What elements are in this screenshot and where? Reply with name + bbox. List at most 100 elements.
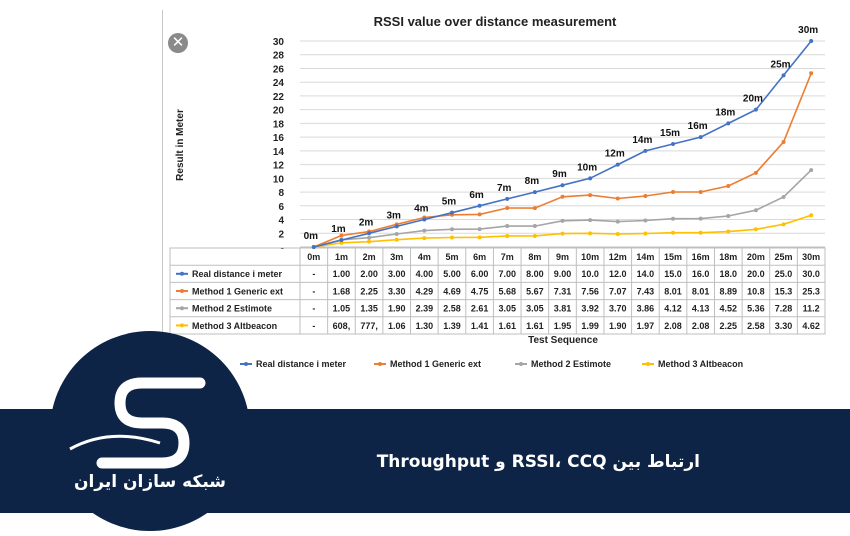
- x-tick-label: 0m: [307, 252, 320, 262]
- data-point: [781, 139, 786, 144]
- table-cell: 4.00: [416, 269, 434, 279]
- table-cell: 1.99: [581, 321, 599, 331]
- data-point: [505, 205, 510, 210]
- data-point: [726, 229, 731, 234]
- data-label: 16m: [688, 121, 708, 132]
- table-cell: 4.62: [802, 321, 820, 331]
- x-tick-label: 12m: [609, 252, 627, 262]
- table-cell: 2.25: [720, 321, 738, 331]
- table-cell: 7.00: [498, 269, 516, 279]
- data-point: [449, 210, 454, 215]
- data-point: [560, 183, 565, 188]
- table-cell: 3.86: [637, 304, 655, 314]
- data-point: [477, 203, 482, 208]
- data-point: [532, 206, 537, 211]
- data-point: [505, 224, 510, 229]
- table-cell: 12.0: [609, 269, 627, 279]
- data-point: [671, 142, 676, 146]
- data-point: [505, 233, 510, 238]
- data-point: [643, 218, 648, 223]
- table-cell: 1.05: [333, 304, 351, 314]
- table-legend-marker: [180, 271, 184, 276]
- x-tick-label: 3m: [390, 252, 403, 262]
- chart-title: RSSI value over distance measurement: [374, 14, 617, 29]
- data-point: [698, 135, 703, 140]
- table-cell: 1.68: [333, 286, 351, 296]
- table-cell: 7.56: [581, 286, 599, 296]
- table-cell: 1.97: [637, 321, 655, 331]
- data-label: 7m: [497, 183, 512, 194]
- data-point: [698, 189, 703, 194]
- data-point: [671, 189, 676, 194]
- table-cell: 20.0: [747, 269, 765, 279]
- data-label: 20m: [743, 94, 763, 105]
- table-legend-marker: [180, 289, 184, 293]
- data-label: 9m: [552, 169, 567, 180]
- table-legend-marker: [180, 306, 184, 311]
- data-point: [615, 219, 620, 224]
- table-cell: 5.00: [443, 269, 461, 279]
- logo-text: شبکه سازان ایران: [73, 472, 227, 492]
- table-cell: 9.00: [554, 269, 572, 279]
- data-label: 2m: [359, 217, 374, 228]
- table-cell: 15.0: [664, 269, 682, 279]
- table-cell: 25.3: [802, 286, 820, 296]
- data-point: [367, 235, 372, 240]
- data-point: [809, 39, 814, 43]
- logo-s-icon: [69, 377, 206, 469]
- table-cell: 4.13: [692, 304, 710, 314]
- table-cell: 10.0: [581, 269, 599, 279]
- data-point: [726, 213, 731, 218]
- data-label: 18m: [715, 107, 735, 118]
- table-cell: 2.39: [416, 304, 434, 314]
- data-point: [726, 121, 731, 126]
- data-point: [809, 168, 814, 173]
- data-point: [422, 228, 427, 233]
- data-label: 12m: [605, 149, 625, 160]
- data-label: 4m: [414, 204, 429, 215]
- table-cell: 25.0: [775, 269, 793, 279]
- data-point: [753, 170, 758, 175]
- table-cell: 4.12: [664, 304, 682, 314]
- table-cell: 777,: [360, 321, 378, 331]
- data-label: 15m: [660, 128, 680, 139]
- table-cell: 1.00: [333, 269, 351, 279]
- y-tick-label: 18: [273, 119, 285, 130]
- table-cell: 15.3: [775, 286, 793, 296]
- table-series-name: Method 3 Altbeacon: [192, 321, 277, 331]
- x-tick-label: 1m: [335, 252, 348, 262]
- table-cell: 8.00: [526, 269, 544, 279]
- table-cell: 5.68: [498, 286, 516, 296]
- y-tick-label: 26: [273, 64, 285, 75]
- table-cell: 1.90: [388, 304, 406, 314]
- y-tick-label: 24: [273, 78, 285, 89]
- data-point: [560, 194, 565, 199]
- y-tick-label: 4: [278, 216, 284, 227]
- data-point: [781, 222, 786, 227]
- data-point: [339, 238, 344, 243]
- rssi-chart: RSSI value over distance measurement Res…: [169, 14, 826, 369]
- data-point: [588, 231, 593, 236]
- data-point: [422, 217, 427, 222]
- data-point: [588, 218, 593, 223]
- close-icon[interactable]: ✕: [168, 33, 188, 53]
- table-cell: 1.95: [554, 321, 572, 331]
- legend-marker: [378, 362, 382, 366]
- y-tick-label: 8: [278, 188, 284, 199]
- table-cell: 30.0: [802, 269, 820, 279]
- x-tick-label: 10m: [581, 252, 599, 262]
- table-cell: 10.8: [747, 286, 765, 296]
- data-point: [588, 176, 593, 181]
- legend-marker: [646, 362, 650, 366]
- data-label: 6m: [469, 190, 484, 201]
- x-axis-label: Test Sequence: [528, 335, 598, 346]
- table-series-name: Real distance i meter: [192, 269, 283, 279]
- table-cell: 1.35: [360, 304, 378, 314]
- data-point: [809, 71, 814, 76]
- table-cell: 14.0: [637, 269, 655, 279]
- table-cell: -: [312, 304, 315, 314]
- data-label: 25m: [771, 59, 791, 70]
- x-tick-label: 15m: [664, 252, 682, 262]
- table-cell: 7.31: [554, 286, 572, 296]
- data-point: [615, 162, 620, 167]
